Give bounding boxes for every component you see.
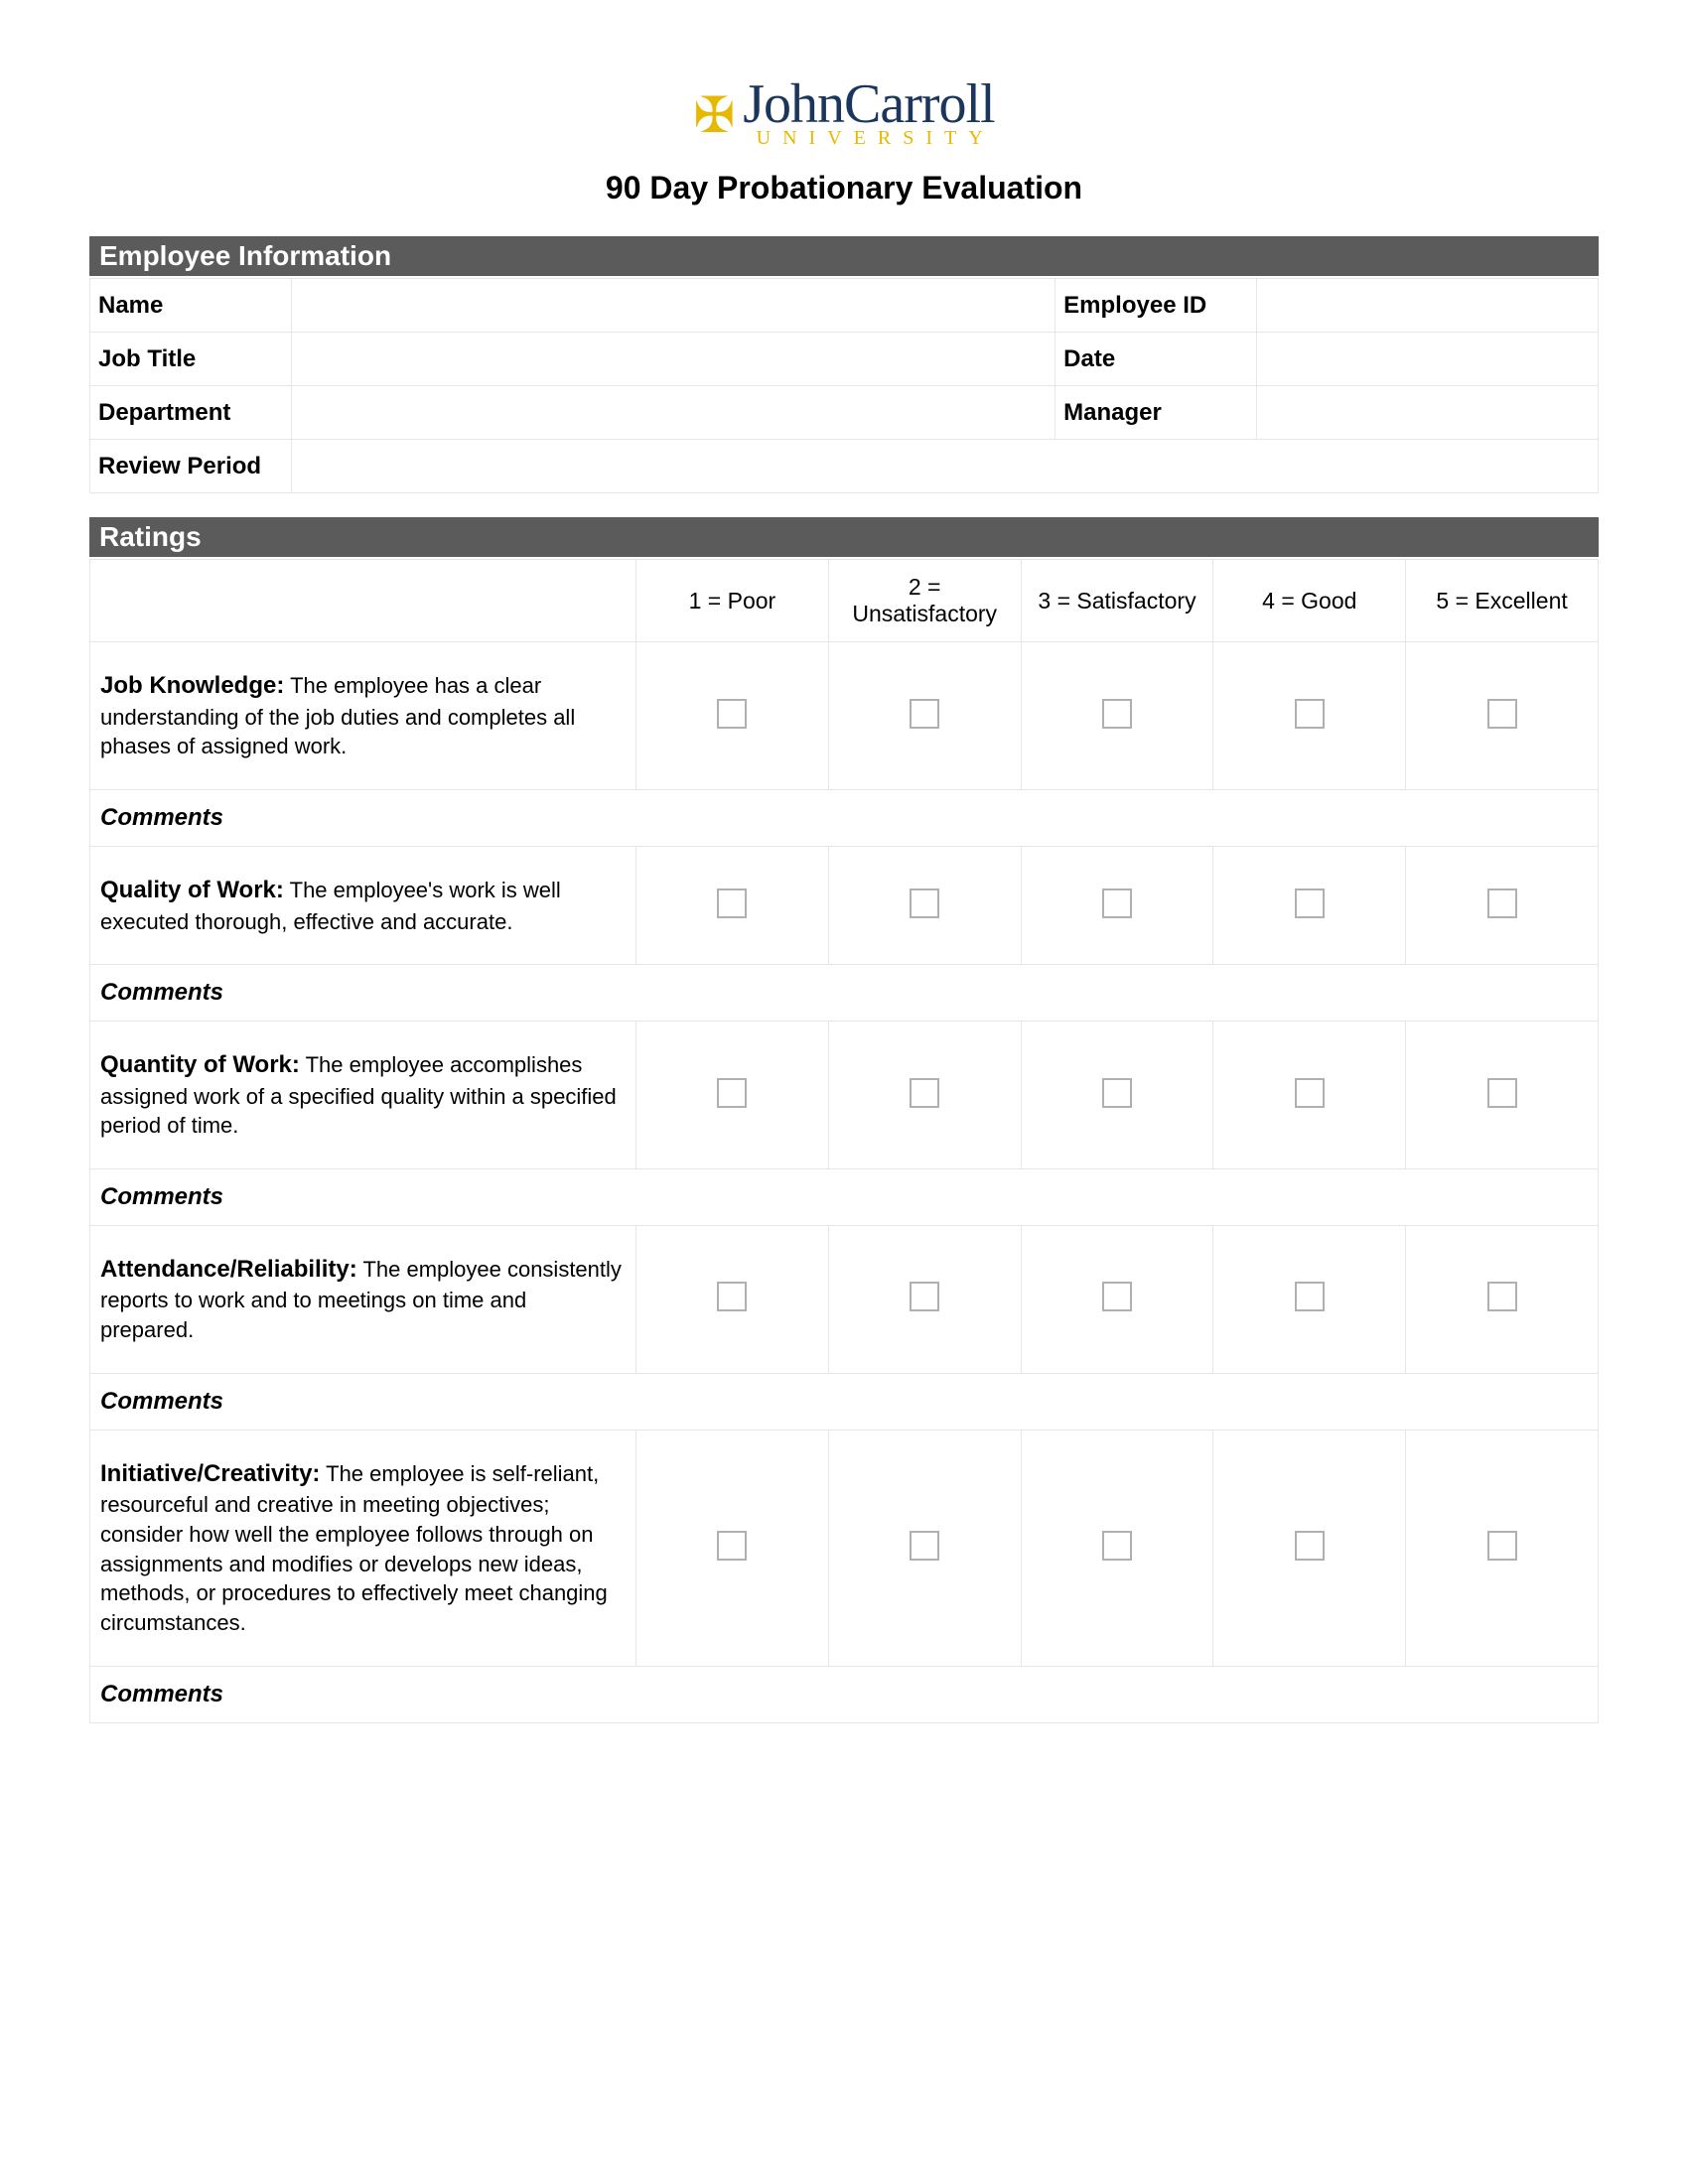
- rating-scale-4: 4 = Good: [1213, 560, 1406, 642]
- rating-checkbox[interactable]: [1487, 699, 1517, 729]
- rating-checkbox[interactable]: [1102, 1282, 1132, 1311]
- rating-checkbox[interactable]: [910, 888, 939, 918]
- criterion-title: Attendance/Reliability:: [100, 1256, 357, 1283]
- criterion-description: Quality of Work: The employee's work is …: [90, 847, 636, 965]
- comments-label[interactable]: Comments: [90, 1373, 1599, 1430]
- rating-checkbox[interactable]: [910, 1078, 939, 1108]
- criterion-description: Attendance/Reliability: The employee con…: [90, 1226, 636, 1374]
- criterion-title: Quantity of Work:: [100, 1051, 300, 1078]
- rating-scale-3: 3 = Satisfactory: [1021, 560, 1213, 642]
- logo-sub-text: UNIVERSITY: [743, 127, 994, 150]
- rating-scale-1: 1 = Poor: [636, 560, 829, 642]
- rating-checkbox[interactable]: [1295, 888, 1325, 918]
- section-ratings: Ratings: [89, 517, 1599, 557]
- comments-label[interactable]: Comments: [90, 790, 1599, 847]
- logo-main-text: JohnCarroll: [743, 79, 994, 129]
- ratings-table: 1 = Poor 2 = Unsatisfactory 3 = Satisfac…: [89, 559, 1599, 1722]
- rating-checkbox[interactable]: [1102, 699, 1132, 729]
- university-logo: ✠ JohnCarroll UNIVERSITY: [693, 79, 994, 150]
- employee-info-table: Name Employee ID Job Title Date Departme…: [89, 278, 1599, 493]
- rating-checkbox[interactable]: [910, 699, 939, 729]
- rating-checkbox[interactable]: [1102, 1078, 1132, 1108]
- logo-text-block: JohnCarroll UNIVERSITY: [743, 79, 994, 150]
- rating-checkbox[interactable]: [1295, 1078, 1325, 1108]
- input-review-period[interactable]: [291, 440, 1598, 493]
- criterion-row: Job Knowledge: The employee has a clear …: [90, 642, 1599, 790]
- rating-checkbox[interactable]: [1487, 1531, 1517, 1561]
- rating-checkbox[interactable]: [910, 1282, 939, 1311]
- rating-checkbox[interactable]: [1487, 1282, 1517, 1311]
- criterion-title: Quality of Work:: [100, 877, 284, 903]
- rating-checkbox[interactable]: [1295, 1531, 1325, 1561]
- comments-label[interactable]: Comments: [90, 1169, 1599, 1226]
- label-date: Date: [1055, 333, 1257, 386]
- criterion-title: Initiative/Creativity:: [100, 1460, 320, 1487]
- rating-checkbox[interactable]: [1295, 699, 1325, 729]
- rating-checkbox[interactable]: [1487, 888, 1517, 918]
- rating-scale-header-row: 1 = Poor 2 = Unsatisfactory 3 = Satisfac…: [90, 560, 1599, 642]
- criterion-description: Job Knowledge: The employee has a clear …: [90, 642, 636, 790]
- page-root: ✠ JohnCarroll UNIVERSITY 90 Day Probatio…: [0, 0, 1688, 2184]
- logo-container: ✠ JohnCarroll UNIVERSITY: [89, 79, 1599, 150]
- rating-checkbox[interactable]: [910, 1531, 939, 1561]
- criterion-row: Quality of Work: The employee's work is …: [90, 847, 1599, 965]
- criterion-description: Quantity of Work: The employee accomplis…: [90, 1022, 636, 1169]
- criterion-text: The employee is self-reliant, resourcefu…: [100, 1461, 608, 1635]
- comments-row: Comments: [90, 1373, 1599, 1430]
- rating-checkbox[interactable]: [717, 1078, 747, 1108]
- input-name[interactable]: [291, 279, 1055, 333]
- criterion-row: Attendance/Reliability: The employee con…: [90, 1226, 1599, 1374]
- comments-row: Comments: [90, 1169, 1599, 1226]
- comments-row: Comments: [90, 1666, 1599, 1722]
- rating-checkbox[interactable]: [717, 1282, 747, 1311]
- label-manager: Manager: [1055, 386, 1257, 440]
- comments-row: Comments: [90, 965, 1599, 1022]
- rating-scale-blank: [90, 560, 636, 642]
- input-job-title[interactable]: [291, 333, 1055, 386]
- comments-label[interactable]: Comments: [90, 965, 1599, 1022]
- criterion-row: Initiative/Creativity: The employee is s…: [90, 1430, 1599, 1666]
- rating-checkbox[interactable]: [717, 699, 747, 729]
- label-employee-id: Employee ID: [1055, 279, 1257, 333]
- label-department: Department: [90, 386, 292, 440]
- rating-checkbox[interactable]: [1487, 1078, 1517, 1108]
- rating-checkbox[interactable]: [1102, 1531, 1132, 1561]
- input-date[interactable]: [1256, 333, 1598, 386]
- rating-checkbox[interactable]: [1295, 1282, 1325, 1311]
- form-title: 90 Day Probationary Evaluation: [89, 170, 1599, 206]
- criterion-row: Quantity of Work: The employee accomplis…: [90, 1022, 1599, 1169]
- rating-checkbox[interactable]: [717, 888, 747, 918]
- rating-checkbox[interactable]: [1102, 888, 1132, 918]
- input-employee-id[interactable]: [1256, 279, 1598, 333]
- input-manager[interactable]: [1256, 386, 1598, 440]
- label-review-period: Review Period: [90, 440, 292, 493]
- criterion-title: Job Knowledge:: [100, 672, 284, 699]
- label-name: Name: [90, 279, 292, 333]
- rating-scale-2: 2 = Unsatisfactory: [828, 560, 1021, 642]
- criterion-description: Initiative/Creativity: The employee is s…: [90, 1430, 636, 1666]
- label-job-title: Job Title: [90, 333, 292, 386]
- comments-row: Comments: [90, 790, 1599, 847]
- rating-scale-5: 5 = Excellent: [1406, 560, 1599, 642]
- rating-checkbox[interactable]: [717, 1531, 747, 1561]
- input-department[interactable]: [291, 386, 1055, 440]
- comments-label[interactable]: Comments: [90, 1666, 1599, 1722]
- cross-icon: ✠: [693, 90, 735, 140]
- section-employee-info: Employee Information: [89, 236, 1599, 276]
